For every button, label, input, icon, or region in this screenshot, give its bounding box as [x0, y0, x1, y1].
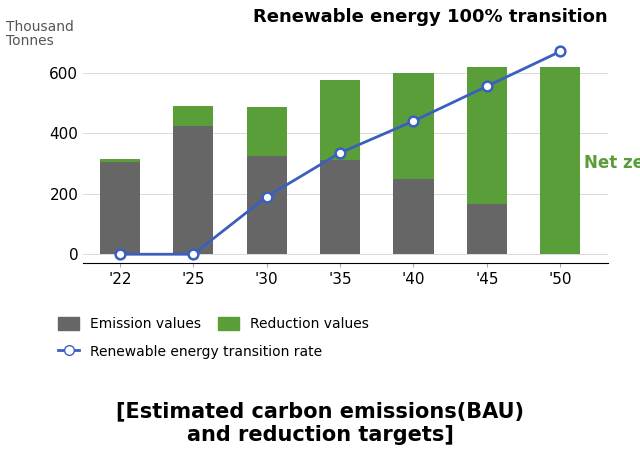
Bar — [173, 106, 214, 126]
Text: Renewable energy 100% transition: Renewable energy 100% transition — [253, 9, 608, 26]
Bar — [467, 67, 507, 204]
Bar — [320, 160, 360, 254]
Legend: Emission values, Reduction values: Emission values, Reduction values — [58, 317, 369, 331]
Text: [Estimated carbon emissions(BAU)
and reduction targets]: [Estimated carbon emissions(BAU) and red… — [116, 402, 524, 445]
Text: Tonnes: Tonnes — [6, 34, 54, 48]
Bar — [100, 159, 140, 162]
Bar — [467, 204, 507, 254]
Text: Net zero: Net zero — [584, 154, 640, 173]
Bar — [246, 108, 287, 156]
Legend: Renewable energy transition rate: Renewable energy transition rate — [58, 345, 322, 359]
Bar — [394, 73, 434, 178]
Bar — [320, 80, 360, 160]
Bar — [540, 67, 580, 254]
Bar — [246, 156, 287, 254]
Bar — [173, 126, 214, 254]
Bar — [394, 178, 434, 254]
Bar — [100, 162, 140, 254]
Text: Thousand: Thousand — [6, 20, 74, 35]
